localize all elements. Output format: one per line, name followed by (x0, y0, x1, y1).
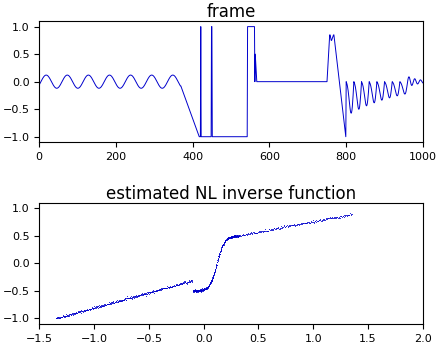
Title: estimated NL inverse function: estimated NL inverse function (106, 185, 356, 203)
Title: frame: frame (206, 3, 256, 21)
